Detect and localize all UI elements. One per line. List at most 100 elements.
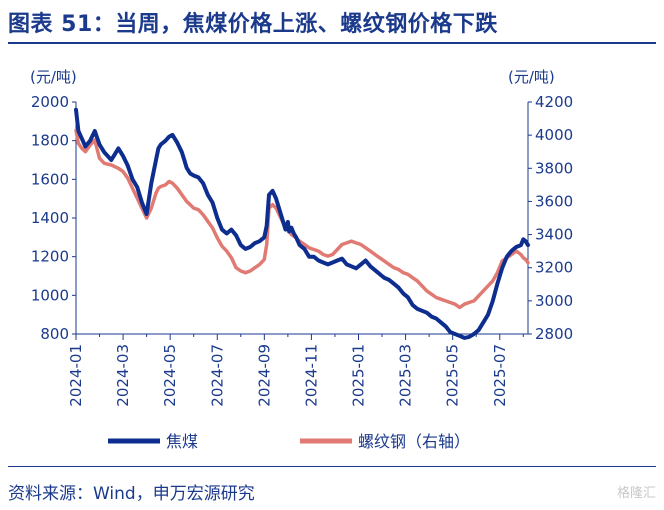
data-point bbox=[491, 280, 494, 282]
data-point bbox=[157, 147, 160, 150]
data-point bbox=[75, 108, 77, 111]
data-point bbox=[482, 290, 485, 292]
data-point bbox=[454, 333, 456, 335]
data-point bbox=[136, 186, 139, 189]
data-point bbox=[491, 300, 494, 302]
data-point bbox=[197, 208, 200, 211]
data-point bbox=[355, 242, 357, 244]
data-point bbox=[89, 139, 91, 142]
data-point bbox=[496, 271, 499, 274]
data-point bbox=[435, 296, 438, 299]
y-axis-right-unit: (元/吨) bbox=[508, 68, 555, 86]
data-point bbox=[225, 232, 228, 235]
data-point bbox=[197, 176, 200, 179]
x-tick-label: 2024-03 bbox=[114, 344, 132, 407]
data-point bbox=[397, 268, 400, 271]
data-point bbox=[271, 190, 274, 192]
data-point bbox=[155, 192, 157, 195]
data-point bbox=[211, 227, 214, 229]
source-note: 资料来源：Wind，申万宏源研究 bbox=[8, 484, 255, 504]
data-point bbox=[477, 295, 480, 297]
data-point bbox=[159, 185, 162, 188]
data-point bbox=[473, 300, 475, 302]
data-point bbox=[122, 170, 124, 173]
data-point bbox=[126, 177, 129, 180]
data-point bbox=[230, 228, 233, 231]
data-point bbox=[360, 243, 362, 246]
data-point bbox=[150, 182, 153, 185]
data-point bbox=[425, 290, 428, 292]
data-point bbox=[397, 286, 400, 289]
x-tick-label: 2025-05 bbox=[444, 344, 462, 407]
data-point bbox=[216, 237, 219, 239]
data-point bbox=[317, 259, 320, 262]
data-point bbox=[331, 261, 334, 264]
x-tick-label: 2024-11 bbox=[302, 344, 320, 407]
data-point bbox=[444, 300, 447, 302]
data-point bbox=[81, 147, 83, 150]
data-point bbox=[388, 263, 390, 266]
data-point bbox=[117, 147, 120, 150]
x-tick-label: 2025-03 bbox=[397, 344, 415, 407]
data-point bbox=[171, 182, 174, 185]
data-point bbox=[336, 248, 339, 251]
data-point bbox=[271, 203, 274, 206]
data-point bbox=[150, 207, 153, 210]
data-point bbox=[254, 266, 256, 269]
data-point bbox=[308, 255, 310, 258]
data-point bbox=[263, 258, 266, 261]
data-point bbox=[110, 164, 113, 166]
chart-canvas: (元/吨) (元/吨) 800 1000 1200 1400 1600 1800 2000 280… bbox=[30, 68, 573, 451]
data-point bbox=[176, 141, 179, 144]
data-point bbox=[411, 304, 414, 306]
data-point bbox=[322, 261, 325, 264]
data-point bbox=[322, 253, 325, 256]
data-point bbox=[449, 301, 452, 304]
data-point bbox=[93, 130, 96, 132]
data-point bbox=[402, 271, 405, 274]
data-point bbox=[117, 167, 120, 170]
data-point bbox=[345, 242, 348, 244]
y-left-tick-label: 2000 bbox=[31, 93, 69, 111]
data-point bbox=[244, 271, 247, 274]
data-point bbox=[81, 137, 83, 140]
y-axis-left-unit: (元/吨) bbox=[30, 68, 77, 86]
data-point bbox=[374, 253, 376, 256]
data-point bbox=[77, 130, 80, 132]
data-point bbox=[155, 159, 157, 161]
data-point bbox=[284, 228, 287, 231]
y-right-tick-label: 2800 bbox=[535, 325, 573, 343]
data-point bbox=[189, 203, 192, 206]
legend-label-rebar: 螺纹钢（右轴） bbox=[358, 432, 470, 451]
data-point bbox=[378, 256, 381, 259]
data-point bbox=[402, 292, 405, 295]
data-point bbox=[482, 321, 485, 324]
data-point bbox=[122, 155, 124, 158]
data-point bbox=[263, 236, 266, 239]
data-point bbox=[98, 143, 101, 146]
data-point bbox=[159, 143, 162, 146]
data-point bbox=[189, 172, 192, 175]
data-point bbox=[341, 243, 343, 246]
data-point bbox=[430, 315, 433, 318]
data-point bbox=[505, 255, 508, 258]
data-point bbox=[458, 335, 461, 337]
data-point bbox=[515, 250, 518, 253]
data-point bbox=[364, 259, 367, 262]
y-left-tick-label: 1200 bbox=[31, 248, 69, 266]
data-point bbox=[327, 263, 329, 266]
data-point bbox=[141, 201, 143, 204]
data-point bbox=[98, 157, 101, 160]
series-coking-coal bbox=[74, 107, 530, 340]
y-left-tick-label: 1400 bbox=[31, 209, 69, 227]
data-point bbox=[290, 233, 293, 236]
data-point bbox=[206, 220, 209, 223]
data-point bbox=[181, 151, 183, 154]
x-tick-label: 2025-01 bbox=[350, 344, 368, 407]
data-point bbox=[473, 333, 475, 335]
x-tick-label: 2024-07 bbox=[208, 344, 226, 407]
data-point bbox=[383, 277, 386, 279]
data-point bbox=[258, 263, 261, 266]
data-point bbox=[520, 244, 522, 247]
data-point bbox=[287, 221, 289, 223]
